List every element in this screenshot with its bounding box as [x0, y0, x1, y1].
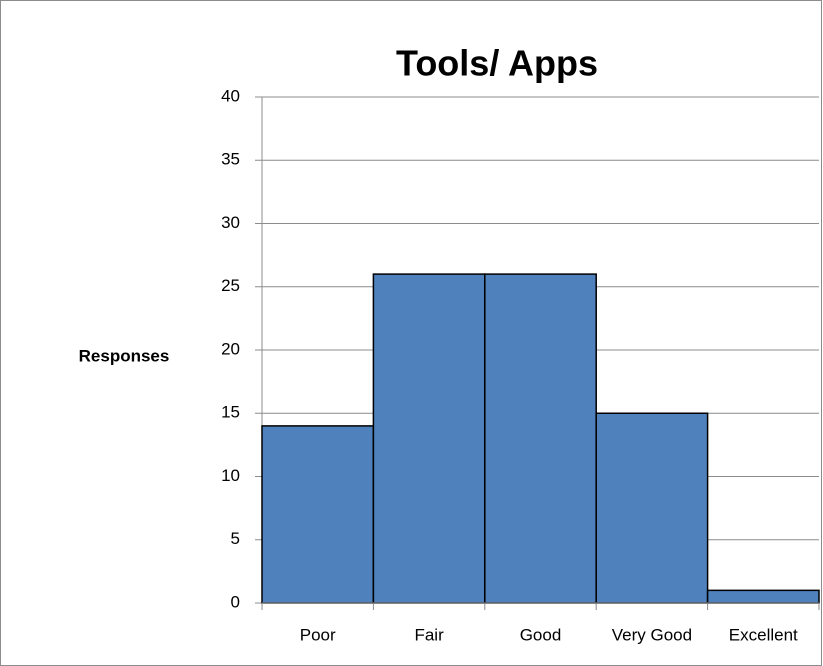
y-tick-label: 40	[221, 86, 240, 105]
y-tick-label: 15	[221, 403, 240, 422]
x-tick-label: Good	[520, 625, 562, 644]
y-tick-label: 0	[231, 592, 240, 611]
bar	[484, 273, 597, 604]
y-tick-label: 10	[221, 466, 240, 485]
x-tick-label: Fair	[414, 625, 444, 644]
x-tick-label: Excellent	[729, 625, 798, 644]
bar	[261, 425, 375, 604]
chart-title: Tools/ Apps	[396, 43, 598, 84]
x-tick-label: Poor	[300, 625, 336, 644]
bar	[372, 273, 486, 604]
y-tick-label: 20	[221, 339, 240, 358]
y-tick-label: 25	[221, 276, 240, 295]
bar	[595, 412, 709, 604]
x-tick-label: Very Good	[612, 625, 692, 644]
y-tick-label: 5	[231, 529, 240, 548]
bar	[706, 589, 820, 604]
y-tick-label: 30	[221, 213, 240, 232]
y-tick-label: 35	[221, 150, 240, 169]
y-axis-label: Responses	[79, 346, 170, 365]
